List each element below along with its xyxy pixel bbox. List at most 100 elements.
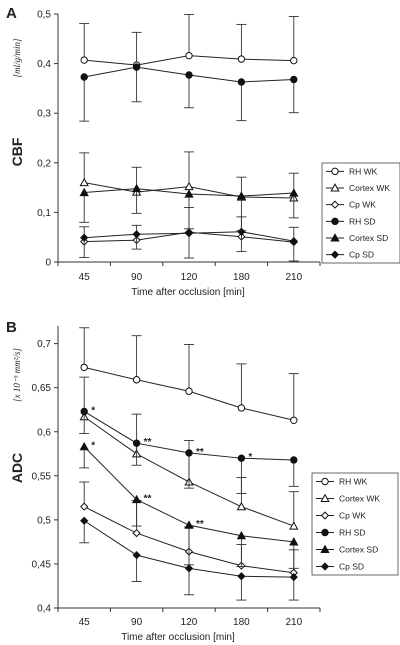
panel-b-significance-mark: * [91,441,95,452]
panel-a-ytick-label: 0,2 [37,158,51,169]
panel-a-data-point [185,51,193,60]
panel-a-xtick-label: 45 [79,272,91,283]
panel-a-data-point [236,191,247,200]
panel-a-series-cp-sd [79,227,299,262]
panel-b-legend-label: Cortex WK [339,494,380,504]
panel-a-data-point [132,63,141,71]
panel-b-legend-marker [321,528,329,537]
panel-b-ytick-label: 0,65 [32,383,52,394]
panel-a-data-point [289,237,298,246]
panel-a-ytick-label: 0,5 [37,10,51,21]
chart-a: 0 0,1 0,2 0,3 0,4 0,5 45 90 120 180 210 RH WK Cortex… [37,10,400,283]
panel-b-data-point [237,454,246,462]
panel-a-series-rh-wk [79,14,299,69]
panel-b-xlabel: Time after occlusion [min] [121,632,235,643]
panel-a-label: A [6,5,17,22]
panel-b-data-point [79,441,89,451]
panel-b-significance-mark: * [91,405,95,416]
panel-b-data-point [80,363,88,372]
panel-a-ylabel: CBF [9,137,25,166]
panel-a-data-point [80,56,88,64]
panel-a-legend-label: RH WK [349,166,378,176]
panel-b-xtick-label: 90 [131,617,143,628]
panel-a-ytick-label: 0,4 [37,59,51,70]
panel-b-data-point [131,494,142,504]
panel-a-data-point [79,177,89,187]
panel-b-data-point [184,564,194,573]
panel-a-data-point [237,227,246,236]
panel-a-data-point [184,229,194,238]
panel-b-xtick-label: 180 [233,617,250,628]
panel-b-data-point [290,456,298,464]
panel-a-ytick-label: 0,3 [37,109,51,120]
panel-b-data-point [184,520,194,529]
panel-a-legend-label: Cortex WK [349,183,390,193]
panel-a-xtick-label: 90 [131,272,143,283]
panel-b-data-point [289,521,299,530]
panel-a-data-point [131,183,142,193]
panel-a-legend-marker [330,250,340,259]
panel-b-legend: RH WK Cortex WK Cp WK RH SD Cortex SD Cp SD [311,472,399,576]
panel-a-ytick-label: 0,1 [37,208,51,219]
panel-a-xlabel: Time after occlusion [min] [131,287,245,298]
panel-b-ytick-label: 0,4 [37,604,51,615]
panel-b-data-point [132,528,141,538]
panel-a-ytick-label: 0 [45,258,51,269]
panel-b-series-rh-wk [79,327,299,424]
panel-b-legend-label: Cp WK [339,511,366,521]
panel-b-legend-box [311,472,399,576]
panel-b-data-point [132,439,141,447]
panel-a-data-point [184,189,194,198]
panel-b-data-point [132,376,141,384]
panel-b-legend-marker [320,544,330,554]
panel-b-legend-marker [320,511,330,520]
panel-a-data-point [237,55,246,63]
panel-b-data-point [237,404,246,412]
panel-b-legend-marker [320,562,330,571]
panel-b-data-point [236,501,247,511]
panel-a-legend-marker [330,233,340,242]
panel-b-xtick-label: 120 [181,617,198,628]
panel-a-data-point [80,233,89,242]
panel-b-significance-mark: ** [196,447,204,458]
panel-b-significance-mark: * [248,452,252,463]
panel-b-ytick-label: 0,45 [32,559,52,570]
panel-a-data-point [185,71,193,79]
panel-b-data-point [237,572,246,581]
panel-b-data-point [289,573,298,582]
panel-b-data-point [80,516,89,525]
panel-b-ytick-label: 0,55 [32,471,52,482]
panel-b-ylabel: ADC [9,453,25,483]
panel-b-legend-label: Cp SD [339,562,364,572]
panel-b-data-point [236,530,247,540]
panel-b-legend-marker [320,493,330,503]
panel-b-xtick-label: 210 [285,617,302,628]
panel-b-significance-mark: ** [196,519,204,530]
panel-b-data-point [289,537,299,546]
panel-a-legend-marker [330,200,340,209]
panel-a-legend-marker [331,217,339,226]
panel-a-data-point [289,188,299,197]
panel-a-legend-marker [330,183,340,192]
panel-b-data-point [185,387,193,395]
panel-a-series-rh-sd [79,63,299,122]
panel-b-data-point [80,502,89,511]
panel-a-data-point [184,181,194,191]
panel-b-legend-label: RH WK [339,477,368,487]
panel-a-legend: RH WK Cortex WK Cp WK RH SD Cortex SD Cp SD [321,162,400,264]
panel-a-legend-label: Cp SD [349,250,374,260]
panel-b-ytick-label: 0,5 [37,515,51,526]
panel-b-series-cp-sd [79,516,299,601]
panel-a-legend-label: Cortex SD [349,233,388,243]
panel-b-ytick-label: 0,6 [37,427,51,438]
panel-a-series-cortex-sd [79,183,299,232]
panel-a-legend-label: RH SD [349,216,375,226]
panel-a-xtick-label: 120 [181,272,198,283]
panel-a-data-point [237,78,246,86]
panel-b-legend-marker [321,477,329,486]
panel-a-yunit: [ml/g/min] [12,38,22,78]
panel-b-data-point [290,416,298,424]
panel-a-data-point [80,73,88,81]
panel-b-data-point [185,449,193,457]
